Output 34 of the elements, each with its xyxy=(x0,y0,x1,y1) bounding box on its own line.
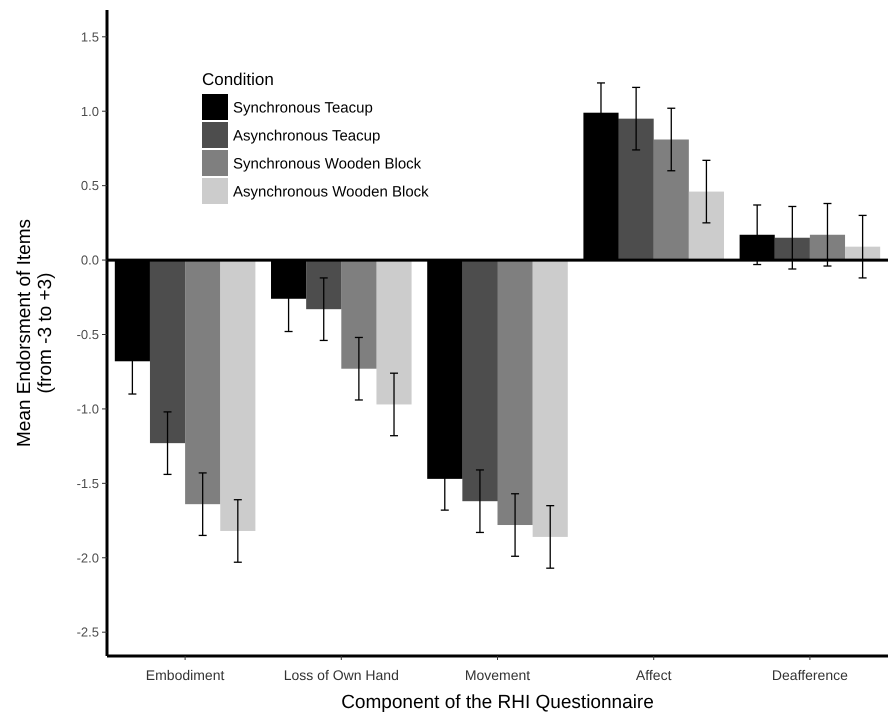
bar xyxy=(654,140,689,260)
y-tick-label: -1.5 xyxy=(76,476,99,491)
y-tick-label: 1.0 xyxy=(80,104,99,119)
x-tick-label: Deafference xyxy=(772,667,848,683)
x-tick-label: Movement xyxy=(464,667,530,683)
y-tick-label: 1.5 xyxy=(80,29,99,44)
bar xyxy=(150,260,186,444)
legend-label: Asynchronous Wooden Block xyxy=(233,183,430,200)
bar xyxy=(376,260,412,404)
y-tick-label: -2.0 xyxy=(76,550,99,566)
y-tick-label: -1.0 xyxy=(76,401,99,416)
bar xyxy=(185,260,220,504)
x-axis-title: Component of the RHI Questionnaire xyxy=(341,692,654,713)
y-tick-label: -2.5 xyxy=(76,624,99,640)
x-tick-label: Embodiment xyxy=(146,667,225,683)
bar xyxy=(810,234,846,260)
bar xyxy=(306,260,342,310)
bar xyxy=(532,260,568,537)
bar xyxy=(220,260,256,531)
bar xyxy=(341,260,376,369)
legend-label: Synchronous Wooden Block xyxy=(233,155,422,172)
x-tick-label: Affect xyxy=(636,667,672,683)
y-axis-title: Mean Endorsment of Items (from -3 to +3) xyxy=(14,218,56,448)
legend-title: Condition xyxy=(202,70,274,89)
bar xyxy=(618,118,654,260)
bar xyxy=(498,260,533,526)
y-tick-label: 0.5 xyxy=(80,178,99,194)
bar xyxy=(688,192,724,260)
legend-label: Asynchronous Teacup xyxy=(233,127,380,144)
x-tick-label: Loss of Own Hand xyxy=(284,667,399,683)
legend-label: Synchronous Teacup xyxy=(233,99,373,116)
y-tick-label: -0.5 xyxy=(76,327,99,342)
y-tick-label: 0.0 xyxy=(80,252,99,268)
bar xyxy=(462,260,498,502)
